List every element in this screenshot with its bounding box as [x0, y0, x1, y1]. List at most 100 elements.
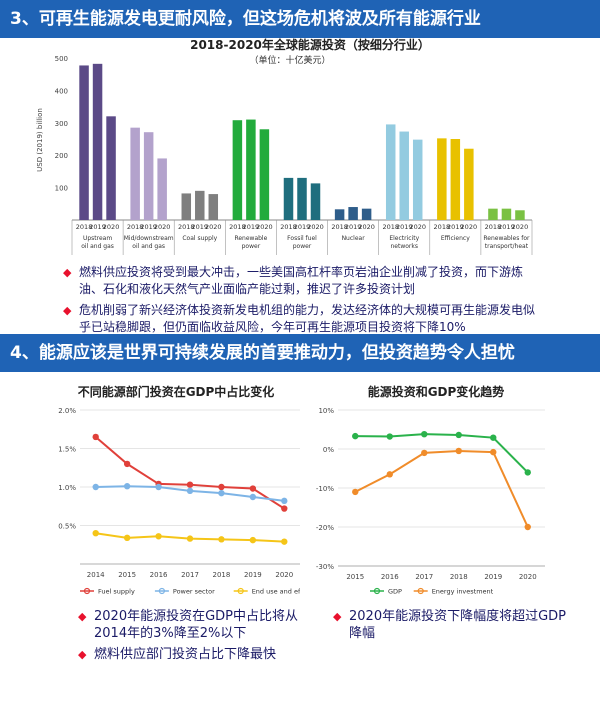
bullet-text: 燃料供应投资将受到最大冲击，一些美国高杠杆率页岩油企业削减了投资，而下游炼油、石… [79, 265, 524, 296]
bar-y-tick-label: 400 [55, 87, 68, 95]
bar [361, 208, 372, 220]
bar-y-tick-label: 200 [55, 152, 68, 160]
data-point [92, 483, 99, 491]
bar-year-label: 2020 [205, 223, 222, 231]
line-chart-title: 不同能源部门投资在GDP中占比变化 [78, 384, 275, 399]
x-tick-label: 2018 [213, 571, 231, 579]
bullet-item: ◆ 危机削弱了新兴经济体投资新发电机组的能力，发达经济体的大规模可再生能源发电似… [63, 302, 538, 336]
data-point [490, 434, 497, 441]
bullet-text: 2020年能源投资下降幅度将超过GDP降幅 [349, 609, 567, 641]
bar-year-label: 2020 [461, 223, 478, 231]
bar [259, 129, 270, 220]
bar-year-label: 2020 [358, 223, 375, 231]
bar-group-label: networks [390, 243, 418, 250]
data-point [218, 489, 225, 497]
red-diamond-icon: ◆ [78, 648, 87, 661]
bar-group-label: oil and gas [81, 243, 114, 250]
bar-year-label: 2020 [307, 223, 324, 231]
data-point [386, 433, 393, 440]
data-point [281, 505, 288, 512]
bar [106, 116, 116, 220]
bar-y-tick-label: 500 [55, 55, 68, 63]
bar [515, 210, 525, 220]
data-point [123, 483, 131, 490]
bar [92, 63, 103, 220]
bar-group-label: power [293, 243, 312, 250]
data-point [281, 497, 288, 505]
legend-marker [237, 587, 244, 595]
bar-group-label: Electricity [389, 235, 419, 242]
x-tick-label: 2020 [275, 571, 293, 579]
bar-group-label: Upstream [83, 235, 112, 242]
data-point [524, 523, 531, 531]
bar-year-label: 2018 [434, 223, 451, 231]
x-tick-label: 2018 [450, 573, 468, 581]
bar-year-label: 2018 [485, 223, 502, 231]
red-diamond-icon: ◆ [63, 266, 72, 279]
y-tick-label: 10% [318, 407, 334, 415]
bar-year-label: 2019 [447, 223, 464, 231]
y-tick-label: -10% [316, 485, 334, 493]
y-tick-label: -30% [316, 563, 334, 571]
data-point [386, 471, 393, 478]
series-line [355, 433, 529, 474]
bar [195, 190, 205, 220]
bullet-text: 燃料供应部门投资占比下降最快 [94, 647, 277, 662]
bullet-text: 危机削弱了新兴经济体投资新发电机组的能力，发达经济体的大规模可再生能源发电似乎已… [79, 303, 536, 334]
bar-year-label: 2019 [396, 223, 413, 231]
bar [79, 65, 89, 220]
bullet-item: ◆ 燃料供应投资将受到最大冲击，一些美国高杠杆率页岩油企业削减了投资，而下游炼油… [63, 264, 538, 298]
bar [157, 158, 167, 220]
data-point [155, 483, 162, 491]
x-tick-label: 2020 [519, 573, 537, 581]
legend-label: GDP [388, 588, 402, 596]
line-chart-title: 能源投资和GDP变化趋势 [368, 384, 505, 399]
bar-year-label: 2020 [256, 223, 273, 231]
bar-year-label: 2019 [498, 223, 515, 231]
bar-chart-subtitle: （单位：十亿美元） [249, 54, 330, 66]
bar [450, 139, 461, 220]
bar [246, 119, 256, 220]
bar-year-label: 2019 [345, 223, 362, 231]
series-line [354, 449, 529, 528]
investment-gdp-trend-chart: 能源投资和GDP变化趋势 -30% -20% -10% 0% 10% 2015 2016 201… [316, 384, 545, 596]
bar-year-label: 2018 [127, 223, 144, 231]
bar-group-label: power [242, 243, 261, 250]
bar [488, 208, 498, 220]
data-point [218, 483, 225, 491]
legend-marker [83, 587, 91, 595]
bar-group-label: Efficiency [441, 235, 470, 242]
bullet-text: 2020年能源投资在GDP中占比将从2014年的3%降至2%以下 [94, 609, 299, 641]
bullet-item: ◆ 燃料供应部门投资占比下降最快 [78, 646, 313, 663]
data-point [421, 430, 428, 438]
bar-group-label: Renewables for [483, 235, 530, 242]
bar-chart-ylabel: USD (2019) billion [36, 108, 44, 172]
bar-year-label: 2019 [294, 223, 311, 231]
bar-year-label: 2018 [229, 223, 246, 231]
data-point [352, 488, 359, 496]
bar-year-label: 2018 [76, 223, 93, 231]
data-point [92, 530, 99, 537]
data-point [455, 447, 462, 455]
bar [232, 120, 243, 220]
bar [501, 208, 512, 220]
legend-marker [417, 587, 424, 595]
bar-year-label: 2019 [192, 223, 209, 231]
bar [130, 127, 140, 220]
x-tick-label: 2017 [181, 571, 199, 579]
section-3-title: 3、可再生能源发电更耐风险，但这场危机将波及所有能源行业 [0, 0, 600, 38]
data-point [186, 535, 194, 542]
legend-label: Energy investment [432, 588, 494, 596]
data-point [352, 432, 359, 440]
bar-group-label: Fossil fuel [287, 235, 317, 242]
bar-year-label: 2020 [512, 223, 529, 231]
x-tick-label: 2016 [150, 571, 168, 579]
data-point [186, 487, 194, 495]
x-tick-label: 2019 [244, 571, 262, 579]
data-point [186, 481, 194, 488]
data-point [421, 449, 428, 457]
bar [208, 194, 219, 220]
y-tick-label: 1.0% [58, 484, 76, 492]
y-tick-label: 1.5% [58, 446, 76, 454]
bar-year-label: 2018 [331, 223, 348, 231]
